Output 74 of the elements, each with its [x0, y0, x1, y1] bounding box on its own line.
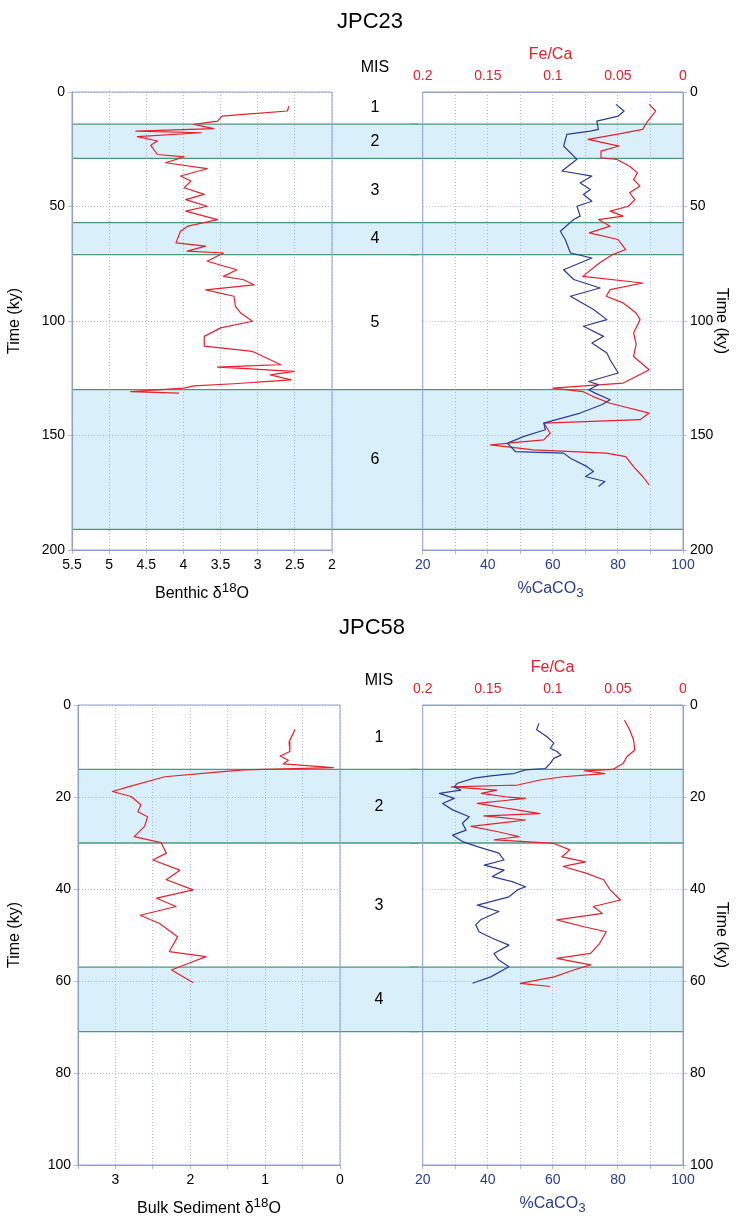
text: 4 [374, 989, 384, 1007]
y-tick-label: 60 [690, 971, 706, 988]
chart-title: JPC23 [335, 8, 404, 34]
x-axis-title: Benthic δ$^{18}$O [154, 579, 250, 602]
x2-tick-label: 0.15 [474, 67, 502, 84]
y-tick-label: 40 [55, 879, 72, 896]
y-tick-label: 60 [55, 971, 72, 988]
x-tick-label: 3 [111, 1171, 120, 1188]
y-tick-label: 100 [690, 311, 714, 328]
y-tick-label: 100 [690, 1155, 714, 1172]
text: 1 [370, 98, 380, 116]
x-tick-label: 4.5 [136, 556, 157, 573]
x-axis-title: %CaCO$_{3}$ [518, 1193, 587, 1216]
x-tick-label: 2.5 [285, 556, 305, 573]
x2-tick-label: 0.2 [413, 680, 433, 697]
x-tick-label: 4 [179, 556, 188, 573]
y-tick-label: 100 [47, 1155, 72, 1172]
x-tick-label: 80 [610, 1171, 626, 1188]
text: 2 [370, 131, 380, 149]
x-axis-title: Bulk Sediment δ$^{18}$O [136, 1194, 282, 1217]
text: MIS [360, 58, 390, 76]
y-tick-label: 20 [690, 787, 706, 804]
x-tick-label: 2 [186, 1171, 195, 1188]
y-tick-label: 200 [690, 540, 714, 557]
x-tick-label: 80 [610, 556, 626, 573]
x-tick-label: 5.5 [62, 556, 82, 573]
text: 1 [374, 727, 384, 745]
y-tick-label: 0 [57, 82, 66, 99]
x-axis-title: %CaCO$_{3}$ [516, 578, 585, 601]
y-tick-label: 0 [63, 695, 72, 712]
y-axis-title: Time (ky) [713, 900, 732, 971]
x2-tick-label: 0.15 [474, 680, 502, 697]
x2-tick-label: 0.1 [543, 67, 563, 84]
x2-tick-label: 0.05 [604, 680, 632, 697]
y-tick-label: 100 [41, 311, 66, 328]
y-tick-label: 0 [690, 82, 698, 99]
x-tick-label: 1 [261, 1171, 270, 1188]
chart-title: JPC58 [337, 614, 406, 640]
y-tick-label: 80 [55, 1063, 72, 1080]
x-tick-label: 40 [480, 556, 496, 573]
x-tick-label: 3 [253, 556, 262, 573]
x2-axis-title: Fe/Ca [529, 657, 576, 677]
x-tick-label: 40 [480, 1171, 496, 1188]
x2-tick-label: 0.2 [413, 67, 433, 84]
y-axis-title: Time (ky) [713, 286, 732, 357]
x-tick-label: 60 [545, 1171, 561, 1188]
x2-tick-label: 0.1 [543, 680, 563, 697]
y-axis-title: Time (ky) [4, 900, 23, 971]
y-tick-label: 50 [49, 197, 66, 214]
x-tick-label: 3.5 [210, 556, 231, 573]
y-tick-label: 0 [690, 695, 698, 712]
y-tick-label: 150 [690, 426, 714, 443]
text: 3 [370, 180, 380, 198]
y-tick-label: 80 [690, 1063, 706, 1080]
x2-tick-label: 0.05 [604, 67, 632, 84]
text: 4 [370, 228, 380, 246]
x-tick-label: 2 [328, 556, 337, 573]
y-tick-label: 20 [55, 787, 72, 804]
y-tick-label: 40 [690, 879, 706, 896]
x-tick-label: 20 [414, 556, 431, 573]
text: 3 [374, 895, 384, 913]
x-tick-label: 60 [545, 556, 561, 573]
x2-axis-title: Fe/Ca [527, 44, 574, 64]
text: 5 [370, 312, 380, 330]
text: 6 [370, 449, 380, 467]
y-tick-label: 150 [41, 426, 66, 443]
text: MIS [364, 671, 394, 689]
x-tick-label: 5 [105, 556, 114, 573]
x-tick-label: 20 [414, 1171, 431, 1188]
x-tick-label: 0 [336, 1171, 345, 1188]
y-axis-title: Time (ky) [4, 286, 23, 357]
y-tick-label: 200 [41, 540, 66, 557]
y-tick-label: 50 [690, 197, 706, 214]
text: 2 [374, 796, 384, 814]
